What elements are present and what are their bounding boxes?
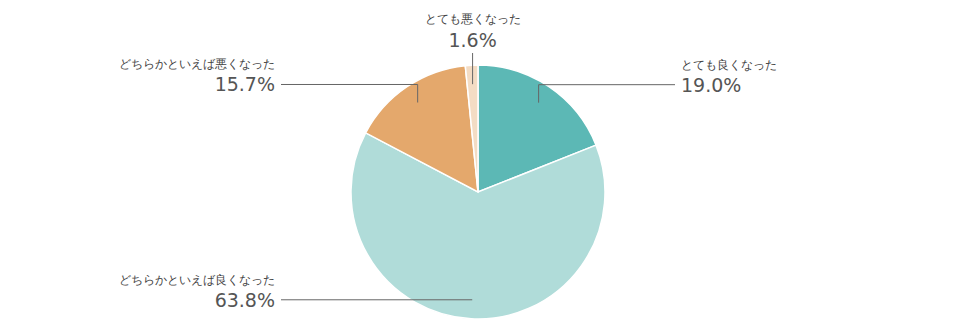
svg-text:どちらかといえば悪くなった: どちらかといえば悪くなった (119, 57, 275, 71)
svg-text:63.8%: 63.8% (215, 289, 275, 311)
svg-text:19.0%: 19.0% (681, 74, 741, 96)
svg-text:とても良くなった: とても良くなった (681, 58, 777, 72)
svg-text:1.6%: 1.6% (448, 29, 496, 51)
svg-text:15.7%: 15.7% (215, 73, 275, 95)
svg-text:どちらかといえば良くなった: どちらかといえば良くなった (119, 273, 275, 287)
svg-text:とても悪くなった: とても悪くなった (425, 12, 521, 26)
